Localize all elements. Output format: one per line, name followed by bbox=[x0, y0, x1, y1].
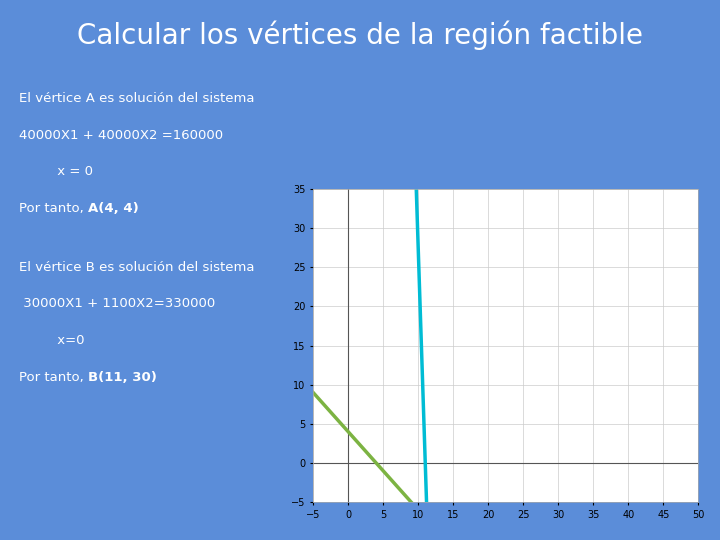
Text: 40000X1 + 40000X2 =160000: 40000X1 + 40000X2 =160000 bbox=[19, 129, 223, 141]
Text: Por tanto,: Por tanto, bbox=[19, 202, 89, 215]
Text: El vértice B es solución del sistema: El vértice B es solución del sistema bbox=[19, 261, 255, 274]
Text: A(4, 4): A(4, 4) bbox=[89, 202, 139, 215]
Text: El vértice A es solución del sistema: El vértice A es solución del sistema bbox=[19, 92, 255, 105]
Text: Calcular los vértices de la región factible: Calcular los vértices de la región facti… bbox=[77, 21, 643, 50]
Text: B(11, 30): B(11, 30) bbox=[89, 371, 157, 384]
Text: Por tanto,: Por tanto, bbox=[19, 371, 89, 384]
Text: x = 0: x = 0 bbox=[19, 165, 94, 178]
Text: 30000X1 + 1100X2=330000: 30000X1 + 1100X2=330000 bbox=[19, 298, 215, 310]
Text: x=0: x=0 bbox=[19, 334, 85, 347]
